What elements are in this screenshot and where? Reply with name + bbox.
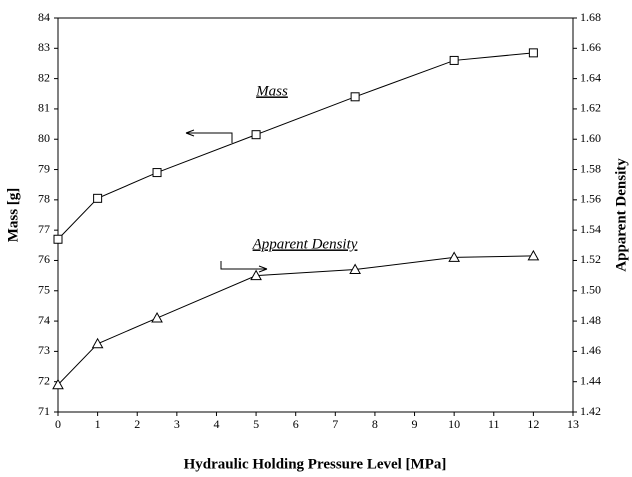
y2-tick-label: 1.66: [580, 40, 601, 54]
y-tick-label: 80: [38, 131, 50, 145]
x-tick-label: 3: [174, 417, 180, 431]
y-axis-title: Mass [g]: [5, 188, 21, 243]
y-tick-label: 72: [38, 373, 50, 387]
point: [152, 168, 162, 178]
x-tick-label: 4: [213, 417, 219, 431]
y2-tick-label: 1.54: [580, 222, 601, 236]
y-tick-label: 73: [38, 343, 50, 357]
series-line: [57, 255, 534, 386]
plot-frame: [57, 17, 574, 413]
point: [349, 263, 361, 275]
y-tick-label: 71: [38, 404, 50, 418]
point: [93, 193, 103, 203]
y2-tick-label: 1.60: [580, 131, 601, 145]
annotation-arrow: [258, 265, 268, 273]
y2-tick-label: 1.44: [580, 373, 601, 387]
y2-tick-label: 1.58: [580, 161, 601, 175]
x-tick-label: 7: [332, 417, 338, 431]
y2-tick-label: 1.68: [580, 10, 601, 24]
y2-axis-title: Apparent Density: [613, 158, 629, 272]
point: [91, 337, 104, 349]
y2-tick-label: 1.46: [580, 343, 601, 357]
series-annotation: Mass: [255, 83, 288, 99]
y-tick-label: 78: [38, 192, 50, 206]
x-tick-label: 6: [293, 417, 299, 431]
y2-tick-label: 1.64: [580, 70, 601, 84]
annotation-arrow: [185, 129, 195, 137]
y-tick-label: 82: [38, 70, 50, 84]
y-tick-label: 84: [38, 10, 50, 24]
y-tick-label: 74: [38, 313, 50, 327]
y-tick-label: 76: [38, 252, 50, 266]
y-tick-label: 83: [38, 40, 50, 54]
point: [151, 312, 163, 323]
y-tick-label: 75: [38, 283, 50, 297]
x-tick-label: 9: [412, 417, 418, 431]
point: [527, 249, 540, 261]
y-tick-label: 77: [38, 222, 50, 236]
x-tick-label: 12: [527, 417, 539, 431]
x-tick-label: 1: [95, 417, 101, 431]
x-tick-label: 2: [134, 417, 140, 431]
point: [528, 48, 538, 58]
point: [449, 55, 459, 65]
series-annotation: Apparent Density: [252, 236, 358, 252]
y2-tick-label: 1.48: [580, 313, 601, 327]
x-tick-label: 8: [372, 417, 378, 431]
point: [448, 251, 461, 262]
series-line: [57, 52, 534, 240]
point: [52, 378, 64, 390]
x-axis-title: Hydraulic Holding Pressure Level [MPa]: [184, 456, 447, 472]
point: [250, 269, 262, 281]
y2-tick-label: 1.52: [580, 252, 601, 266]
point: [53, 234, 63, 244]
x-tick-label: 0: [55, 417, 61, 431]
x-tick-label: 10: [448, 417, 460, 431]
point: [350, 92, 360, 102]
y2-tick-label: 1.42: [580, 404, 601, 418]
annotation-arrow: [220, 261, 267, 270]
x-tick-label: 11: [488, 417, 500, 431]
x-tick-label: 5: [253, 417, 259, 431]
y-tick-label: 81: [38, 101, 50, 115]
y2-tick-label: 1.50: [580, 283, 601, 297]
x-tick-label: 13: [567, 417, 579, 431]
annotation-arrow: [186, 132, 233, 143]
y2-tick-label: 1.62: [580, 101, 601, 115]
y2-tick-label: 1.56: [580, 192, 601, 206]
point: [251, 130, 261, 140]
y-tick-label: 79: [38, 161, 50, 175]
